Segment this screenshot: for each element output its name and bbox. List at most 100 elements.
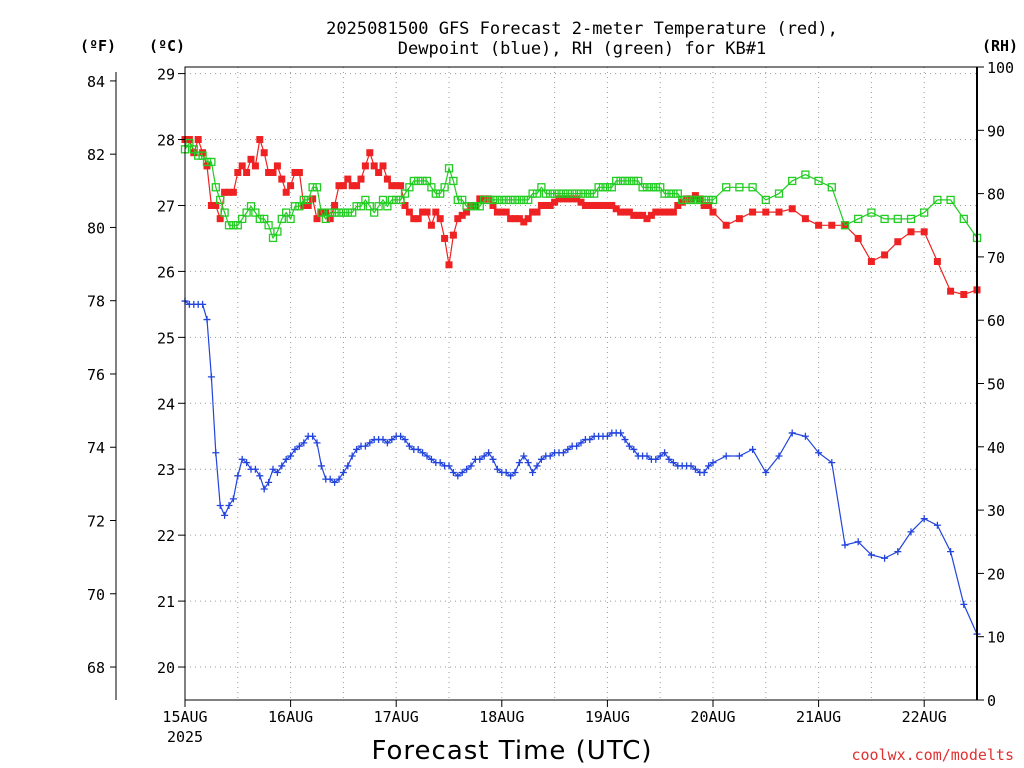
temperature-point bbox=[815, 221, 823, 229]
rh-point bbox=[616, 176, 625, 186]
rh-point bbox=[788, 176, 797, 186]
fahrenheit-tick-label: 72 bbox=[87, 513, 105, 531]
temperature-point bbox=[383, 175, 391, 183]
temperature-point bbox=[212, 201, 220, 209]
dewpoint-point bbox=[260, 485, 268, 493]
temperature-point bbox=[586, 201, 594, 209]
temperature-point bbox=[573, 195, 581, 203]
temperature-point bbox=[397, 182, 405, 190]
dewpoint-point bbox=[586, 436, 594, 444]
temperature-point bbox=[960, 290, 968, 298]
rh-point bbox=[576, 189, 586, 198]
dewpoint-point bbox=[894, 548, 902, 556]
rh-point bbox=[326, 208, 335, 217]
rh-point bbox=[260, 214, 269, 224]
dewpoint-point bbox=[665, 455, 673, 463]
dewpoint-point bbox=[617, 429, 625, 437]
rh-point bbox=[405, 183, 414, 192]
dewpoint-point bbox=[907, 528, 915, 536]
rh-point bbox=[638, 183, 647, 192]
temperature-point bbox=[749, 208, 757, 216]
dewpoint-point bbox=[238, 455, 246, 463]
rh-point bbox=[704, 195, 713, 205]
rh-point bbox=[251, 208, 260, 217]
rh-point bbox=[629, 176, 638, 186]
dewpoint-series bbox=[181, 297, 981, 638]
celsius-tick-label: 20 bbox=[157, 659, 175, 677]
temperature-point bbox=[489, 201, 497, 209]
fahrenheit-tick-label: 76 bbox=[87, 366, 105, 384]
temperature-point bbox=[854, 234, 862, 242]
temperature-point bbox=[357, 175, 365, 183]
dewpoint-point bbox=[427, 455, 435, 463]
rh-point bbox=[493, 195, 502, 205]
x-tick-label: 22AUG bbox=[902, 708, 947, 726]
temperature-point bbox=[370, 162, 378, 170]
rh-point bbox=[466, 202, 476, 211]
rh-tick-label: 70 bbox=[987, 249, 1005, 267]
rh-tick-label: 50 bbox=[987, 376, 1005, 394]
temperature-point bbox=[419, 208, 427, 216]
rh-point bbox=[216, 195, 225, 205]
rh-point bbox=[585, 189, 594, 198]
rh-point bbox=[427, 183, 436, 192]
rh-point bbox=[519, 195, 528, 205]
grid-lines bbox=[185, 67, 977, 700]
rh-point bbox=[202, 157, 212, 167]
temperature-point bbox=[674, 201, 682, 209]
temperature-point bbox=[691, 192, 699, 200]
credit-text[interactable]: coolwx.com/modelts bbox=[851, 746, 1014, 764]
temperature-point bbox=[683, 195, 691, 203]
rh-tick-label: 100 bbox=[987, 59, 1014, 77]
dewpoint-point bbox=[687, 462, 695, 470]
rh-point bbox=[211, 183, 220, 192]
temperature-point bbox=[709, 208, 717, 216]
temperature-point bbox=[533, 208, 541, 216]
temperature-point bbox=[467, 201, 475, 209]
temperature-point bbox=[625, 208, 633, 216]
temperature-point bbox=[696, 195, 704, 203]
rh-point bbox=[568, 189, 577, 198]
dewpoint-point bbox=[216, 501, 224, 509]
temperature-point bbox=[568, 195, 576, 203]
rh-point bbox=[480, 195, 489, 205]
dewpoint-point bbox=[493, 465, 501, 473]
temperature-point bbox=[216, 215, 224, 223]
temperature-point bbox=[775, 208, 783, 216]
temperature-point bbox=[581, 201, 589, 209]
rh-point bbox=[299, 195, 308, 205]
rh-point bbox=[317, 208, 326, 217]
dewpoint-point bbox=[331, 478, 339, 486]
dewpoint-point bbox=[445, 462, 453, 470]
rh-tick-label: 20 bbox=[987, 565, 1005, 583]
temperature-point bbox=[300, 201, 308, 209]
temperature-point bbox=[335, 182, 343, 190]
rh-tick-label: 60 bbox=[987, 312, 1005, 330]
rh-point bbox=[334, 208, 344, 217]
temperature-point bbox=[225, 188, 233, 196]
dewpoint-point bbox=[203, 316, 211, 324]
dewpoint-point bbox=[199, 300, 207, 308]
temperature-series bbox=[181, 136, 981, 298]
rh-point bbox=[356, 202, 366, 211]
rh-point bbox=[233, 221, 242, 230]
fahrenheit-tick-label: 68 bbox=[87, 659, 105, 677]
temperature-point bbox=[595, 201, 603, 209]
celsius-tick-label: 22 bbox=[157, 527, 175, 545]
temperature-point bbox=[291, 169, 299, 176]
temperature-point bbox=[555, 195, 563, 203]
rh-point bbox=[198, 151, 207, 160]
rh-point bbox=[695, 195, 704, 205]
temperature-point bbox=[617, 208, 625, 216]
rh-point bbox=[554, 189, 564, 198]
rh-tick-label: 0 bbox=[987, 692, 996, 710]
rh-point bbox=[682, 195, 691, 205]
dewpoint-point bbox=[273, 469, 281, 477]
temperature-point bbox=[229, 188, 237, 196]
rh-point bbox=[524, 195, 533, 205]
rh-tick-label: 90 bbox=[987, 122, 1005, 140]
temperature-point bbox=[436, 215, 444, 223]
dewpoint-point bbox=[722, 452, 730, 460]
temperature-point bbox=[687, 195, 695, 203]
rh-point bbox=[840, 221, 850, 230]
